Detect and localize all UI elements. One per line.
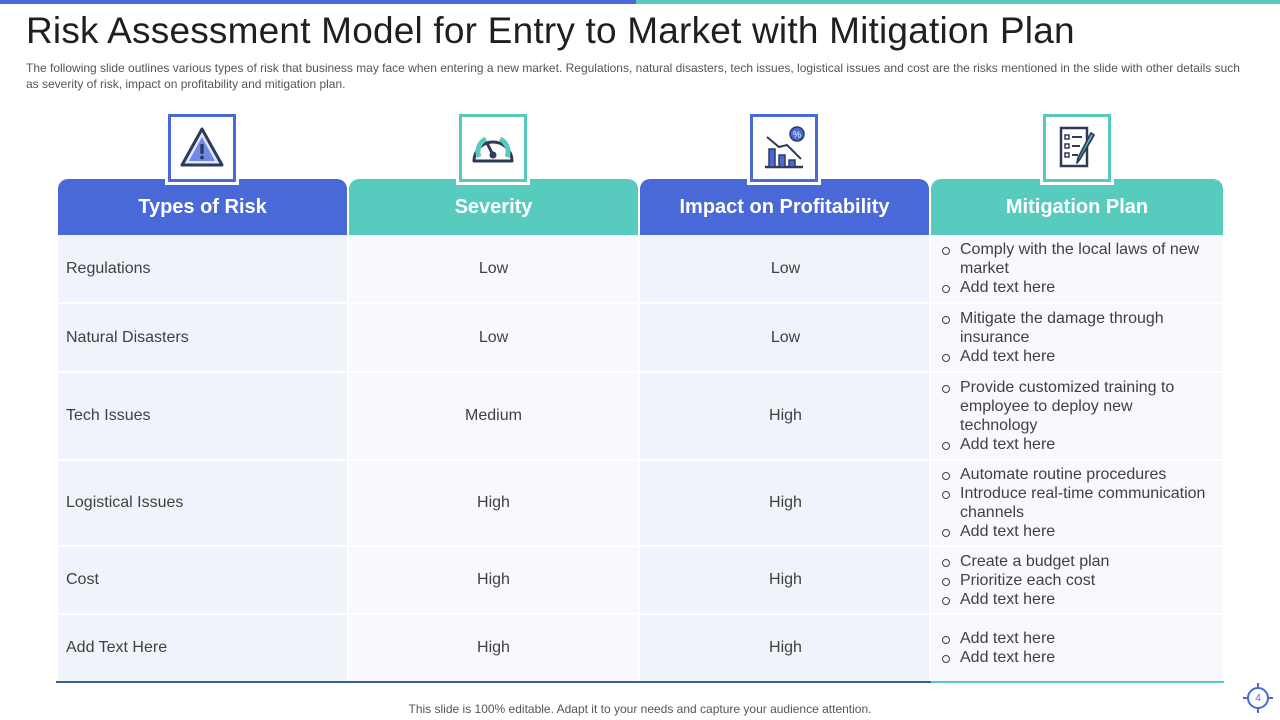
row-divider xyxy=(58,302,1223,304)
declining-chart-icon: % xyxy=(750,114,818,182)
page-title: Risk Assessment Model for Entry to Marke… xyxy=(26,10,1075,51)
impact-cell: High xyxy=(769,571,802,588)
mitigation-plan-item: Automate routine procedures xyxy=(941,465,1213,484)
risk-type-cell: Logistical Issues xyxy=(66,494,184,511)
mitigation-plan-item: Create a budget plan xyxy=(941,552,1213,571)
page-number-badge: 4 xyxy=(1243,683,1273,713)
impact-cell: Low xyxy=(770,259,801,277)
mitigation-plan-item: Add text here xyxy=(941,629,1213,648)
row-divider xyxy=(58,371,1223,373)
gauge-icon xyxy=(459,114,527,182)
severity-cell: Medium xyxy=(465,407,522,424)
footer-note: This slide is 100% editable. Adapt it to… xyxy=(408,702,872,716)
impact-cell: High xyxy=(769,639,802,656)
mitigation-plan-list: Provide customized training to employee … xyxy=(941,373,1213,459)
column-background-impact xyxy=(640,235,929,681)
mitigation-plan-list: Add text here Add text here xyxy=(941,615,1213,681)
column-background-plan xyxy=(931,235,1223,681)
row-divider xyxy=(58,459,1223,461)
header-mitigation-plan: Mitigation Plan xyxy=(931,179,1223,235)
risk-type-cell: Regulations xyxy=(66,259,151,277)
top-accent-bar xyxy=(0,0,1280,4)
severity-cell: High xyxy=(477,639,510,656)
column-background-severity xyxy=(349,235,638,681)
severity-cell: High xyxy=(477,571,510,588)
mitigation-plan-item: Mitigate the damage through insurance xyxy=(941,309,1213,347)
impact-cell: Low xyxy=(770,328,801,346)
header-impact-on-profitability: Impact on Profitability xyxy=(640,179,929,235)
mitigation-plan-list: Mitigate the damage through insurance Ad… xyxy=(941,304,1213,371)
warning-icon xyxy=(168,114,236,182)
risk-type-cell: Cost xyxy=(66,571,99,588)
severity-cell: Low xyxy=(478,259,509,277)
row-divider xyxy=(58,545,1223,547)
header-types-of-risk: Types of Risk xyxy=(58,179,347,235)
table-bottom-border-accent xyxy=(931,681,1224,683)
impact-cell: High xyxy=(769,407,802,424)
mitigation-plan-item: Add text here xyxy=(941,590,1213,609)
column-background-risk xyxy=(58,235,347,681)
risk-type-cell: Add Text Here xyxy=(66,639,168,656)
mitigation-plan-item: Add text here xyxy=(941,648,1213,667)
mitigation-plan-item: Add text here xyxy=(941,347,1213,366)
mitigation-plan-item: Add text here xyxy=(941,522,1213,541)
mitigation-plan-item: Comply with the local laws of new market xyxy=(941,240,1213,278)
mitigation-plan-item: Add text here xyxy=(941,278,1213,297)
impact-cell: High xyxy=(769,494,802,511)
mitigation-plan-item: Add text here xyxy=(941,435,1213,454)
severity-cell: High xyxy=(477,494,510,511)
mitigation-plan-list: Automate routine procedures Introduce re… xyxy=(941,461,1213,545)
page-subtitle: The following slide outlines various typ… xyxy=(26,61,1240,91)
checklist-icon xyxy=(1043,114,1111,182)
mitigation-plan-item: Provide customized training to employee … xyxy=(941,378,1213,435)
svg-text:%: % xyxy=(793,130,801,140)
table-bottom-border xyxy=(56,681,931,683)
mitigation-plan-list: Create a budget plan Prioritize each cos… xyxy=(941,547,1213,613)
risk-type-cell: Natural Disasters xyxy=(66,328,189,346)
risk-type-cell: Tech Issues xyxy=(66,407,151,424)
mitigation-plan-item: Prioritize each cost xyxy=(941,571,1213,590)
row-divider xyxy=(58,613,1223,615)
severity-cell: Low xyxy=(478,328,509,346)
mitigation-plan-list: Comply with the local laws of new market… xyxy=(941,235,1213,302)
header-severity: Severity xyxy=(349,179,638,235)
mitigation-plan-item: Introduce real-time communication channe… xyxy=(941,484,1213,522)
